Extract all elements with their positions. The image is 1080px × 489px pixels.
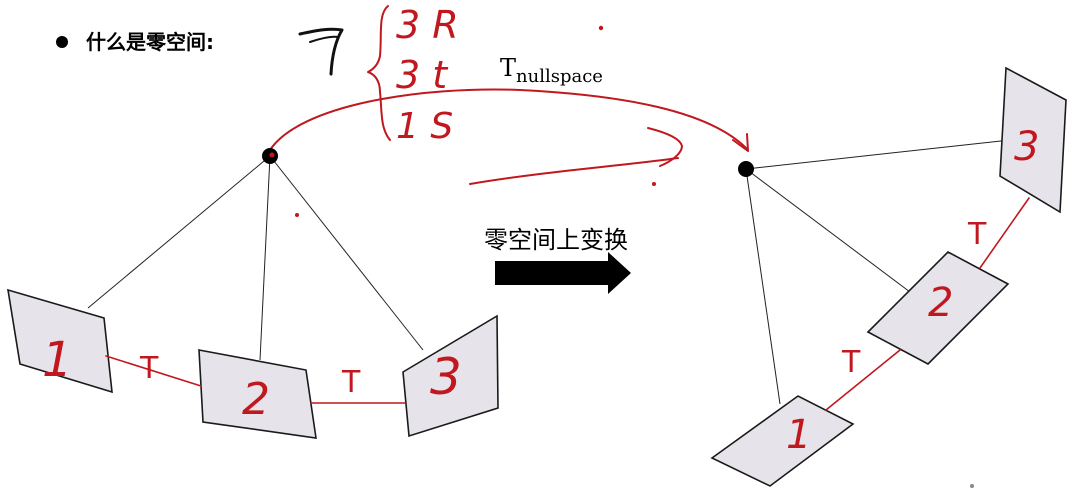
right-frame-label-2: 2	[928, 280, 953, 326]
transform-symbol: T	[500, 54, 516, 82]
right-frame-label-3: 3	[1014, 124, 1039, 170]
transform-arrow-caption: 零空间上变换	[484, 226, 628, 254]
handwritten-dof-rotation: 3 R	[396, 3, 459, 47]
ink-dot	[598, 25, 604, 31]
handwritten-dof-scale: 1 S	[396, 106, 453, 147]
camera-frame-2	[198, 349, 317, 439]
camera-frame-3	[999, 66, 1067, 214]
right-edge-label-2: T	[841, 345, 861, 380]
bullet-dot-icon	[56, 36, 68, 48]
handwritten-arrow-stroke	[469, 127, 683, 185]
keyframe-node	[738, 161, 754, 177]
right-edge-label-1: T	[967, 217, 987, 252]
left-frame-label-1: 1	[42, 332, 73, 388]
left-pose-graph: 1 2 3 T T	[7, 148, 499, 439]
transform-label: Tnullspace	[500, 54, 603, 87]
left-frame-label-2: 2	[242, 374, 270, 425]
keyframe-node-ink	[269, 152, 275, 158]
ink-dot	[295, 213, 299, 217]
nullspace-arc-arrow	[269, 88, 749, 152]
left-edge-label-2: T	[341, 365, 361, 400]
transform-subscript: nullspace	[516, 66, 603, 87]
camera-frame-1	[710, 395, 855, 487]
handwritten-scribble: 7	[298, 27, 344, 77]
block-arrow-icon	[495, 252, 631, 294]
left-edge-label-1: T	[139, 351, 159, 386]
handwritten-dof-translation: 3 t	[396, 53, 449, 97]
ink-dot	[970, 484, 974, 488]
camera-frame-3	[402, 314, 499, 438]
bullet-heading: 什么是零空间:	[86, 30, 214, 54]
camera-frame-2	[866, 251, 1010, 365]
handwritten-scribble-label: 7	[334, 75, 335, 77]
camera-frame-1	[7, 288, 113, 394]
left-frame-label-3: 3	[430, 348, 462, 406]
right-frame-label-1: 1	[786, 412, 811, 458]
right-pose-graph: 3 2 1 T T	[710, 66, 1067, 487]
handwritten-dof-group: 3 R 3 t 1 S	[367, 3, 459, 147]
ink-dot	[652, 182, 656, 186]
